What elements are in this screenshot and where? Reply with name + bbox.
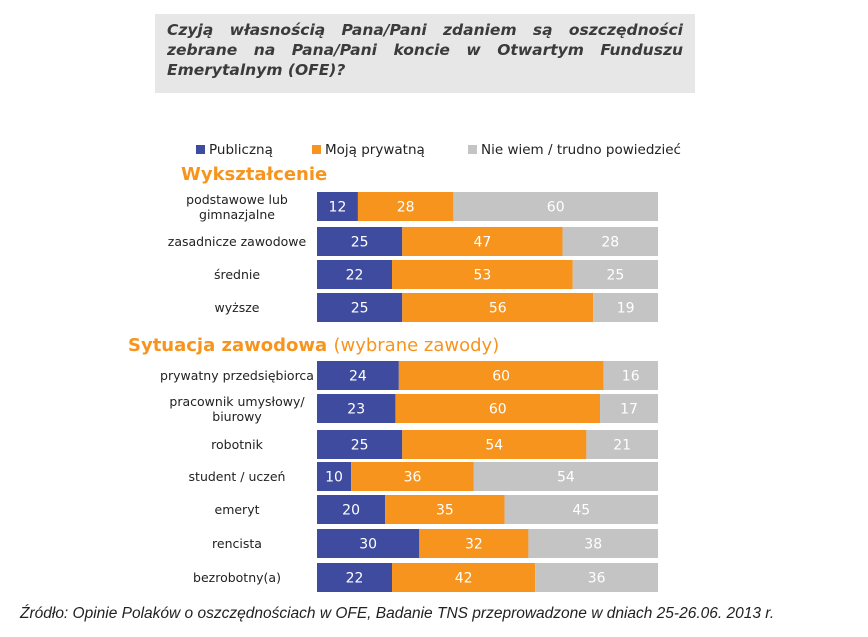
data-label-moja-prywatna: 35 [436, 503, 454, 519]
category-label: średnie [213, 267, 261, 282]
section-title-sytuacja-zawodowa: Sytuacja zawodowa (wybrane zawody) [128, 335, 499, 356]
data-label-publiczna: 25 [351, 438, 369, 454]
category-label: student / uczeń [188, 469, 286, 484]
category-label: pracownik umysłowy/ biurowy [169, 393, 305, 424]
bar-segment-publiczna [317, 529, 420, 558]
data-label-publiczna: 25 [351, 301, 369, 317]
data-label-nie-wiem: 16 [622, 369, 640, 385]
bar-segment-nie-wiem [453, 192, 658, 221]
category-label: bezrobotny(a) [193, 570, 281, 585]
bar-segment-nie-wiem [586, 430, 658, 459]
bar-segment-publiczna [317, 361, 399, 390]
data-label-publiczna: 22 [346, 571, 364, 587]
bar-segment-publiczna [317, 260, 393, 289]
bar-segment-moja-prywatna [357, 192, 454, 221]
data-label-publiczna: 12 [329, 200, 347, 216]
data-label-nie-wiem: 60 [547, 200, 565, 216]
chart-title: Czyją własnością Pana/Pani zdaniem są os… [167, 21, 683, 79]
bar-segment-moja-prywatna [351, 462, 474, 491]
bar-segment-moja-prywatna [402, 430, 587, 459]
data-label-moja-prywatna: 47 [473, 235, 491, 251]
data-label-moja-prywatna: 54 [485, 438, 503, 454]
data-label-nie-wiem: 36 [588, 571, 606, 587]
data-label-publiczna: 22 [346, 268, 364, 284]
bar-segment-nie-wiem [572, 260, 658, 289]
data-label-moja-prywatna: 53 [473, 268, 491, 284]
data-label-publiczna: 25 [351, 235, 369, 251]
source-footer: Źródło: Opinie Polaków o oszczędnościach… [20, 605, 775, 622]
category-label: rencista [212, 536, 262, 551]
data-label-moja-prywatna: 56 [489, 301, 507, 317]
bar-segment-nie-wiem [504, 495, 658, 524]
data-label-moja-prywatna: 60 [489, 402, 507, 418]
bar-segment-moja-prywatna [395, 394, 601, 423]
section-title-wyksztalcenie-text: Wykształcenie [181, 164, 328, 185]
data-label-moja-prywatna: 36 [404, 470, 422, 486]
legend-item-publiczna: Publiczną [196, 142, 273, 158]
category-label: wyższe [214, 300, 260, 315]
bar-segment-moja-prywatna [392, 260, 573, 289]
category-label: prywatny przedsiębiorca [160, 368, 314, 383]
bar-segment-publiczna [317, 227, 403, 256]
legend-label-nie-wiem: Nie wiem / trudno powiedzieć [481, 142, 681, 158]
data-label-moja-prywatna: 32 [465, 537, 483, 553]
bar-segment-publiczna [317, 462, 352, 491]
bar-segment-publiczna [317, 394, 396, 423]
bar-segment-nie-wiem [603, 361, 658, 390]
bar-segment-publiczna [317, 430, 403, 459]
data-label-nie-wiem: 25 [606, 268, 624, 284]
bar-segment-publiczna [317, 563, 393, 592]
data-label-publiczna: 24 [349, 369, 367, 385]
category-label: emeryt [214, 502, 260, 517]
data-label-nie-wiem: 38 [584, 537, 602, 553]
title-box: Czyją własnością Pana/Pani zdaniem są os… [155, 14, 695, 93]
data-label-publiczna: 30 [359, 537, 377, 553]
category-label: zasadnicze zawodowe [167, 234, 307, 249]
bar-segment-moja-prywatna [398, 361, 604, 390]
data-label-moja-prywatna: 28 [397, 200, 415, 216]
bar-segment-publiczna [317, 293, 403, 322]
section-title-sytuacja-text: Sytuacja zawodowa [128, 335, 328, 356]
legend-item-nie-wiem: Nie wiem / trudno powiedzieć [468, 142, 681, 158]
legend-swatch-nie-wiem [468, 145, 477, 154]
data-label-publiczna: 20 [342, 503, 360, 519]
data-label-moja-prywatna: 42 [455, 571, 473, 587]
data-label-nie-wiem: 45 [572, 503, 590, 519]
bar-segment-nie-wiem [562, 227, 658, 256]
bar-segment-nie-wiem [600, 394, 658, 423]
bar-segment-nie-wiem [528, 529, 658, 558]
bar-segment-moja-prywatna [402, 227, 563, 256]
bar-segment-moja-prywatna [402, 293, 594, 322]
bar-segment-nie-wiem [593, 293, 658, 322]
legend-item-moja-prywatna: Moją prywatną [312, 142, 425, 158]
legend-label-publiczna: Publiczną [209, 142, 273, 158]
data-label-moja-prywatna: 60 [492, 369, 510, 385]
data-label-nie-wiem: 28 [601, 235, 619, 251]
bar-segment-moja-prywatna [419, 529, 529, 558]
data-label-nie-wiem: 19 [617, 301, 635, 317]
legend-swatch-moja-prywatna [312, 145, 321, 154]
legend-label-moja-prywatna: Moją prywatną [325, 142, 425, 158]
bar-segment-moja-prywatna [385, 495, 505, 524]
section-title-wyksztalcenie: Wykształcenie [181, 164, 327, 185]
data-label-nie-wiem: 17 [620, 402, 638, 418]
data-label-nie-wiem: 21 [613, 438, 631, 454]
data-label-nie-wiem: 54 [557, 470, 575, 486]
category-label: robotnik [211, 437, 263, 452]
section-subtitle-sytuacja: (wybrane zawody) [333, 335, 500, 356]
bar-segment-publiczna [317, 192, 358, 221]
bar-segment-nie-wiem [535, 563, 658, 592]
bar-segment-publiczna [317, 495, 386, 524]
category-label: podstawowe lub gimnazjalne [186, 191, 288, 222]
bar-segment-nie-wiem [473, 462, 658, 491]
data-label-publiczna: 10 [325, 470, 343, 486]
legend-swatch-publiczna [196, 145, 205, 154]
bar-segment-moja-prywatna [392, 563, 536, 592]
data-label-publiczna: 23 [347, 402, 365, 418]
